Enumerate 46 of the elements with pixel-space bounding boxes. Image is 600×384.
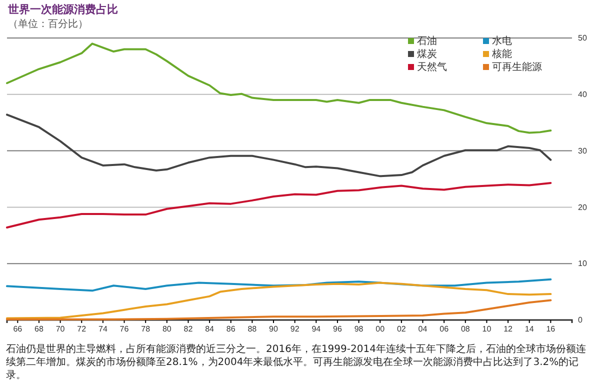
x-tick-label: 90 xyxy=(269,324,279,334)
line-series xyxy=(6,182,552,229)
x-tick-label: 66 xyxy=(13,324,23,334)
y-tick-label: 50 xyxy=(578,34,588,43)
line-series xyxy=(6,278,552,292)
text: 石油仍是世界的主导燃料，占所有能源消费的近三分之一。2016年，在1999-2014年连续十五年下降之后，石油的全球市场份额连续第二年增加。煤炭的市场份额降至28.1%，为2004年来最低水平。可再生能源发电在全球一次能源消费中占比达到了3.2%的记录。 xyxy=(6,343,587,382)
legend-label: 核能 xyxy=(491,48,512,60)
x-tick-label: 00 xyxy=(376,324,386,334)
y-tick-label: 0 xyxy=(578,316,583,325)
x-tick-label: 84 xyxy=(205,324,215,334)
x-tick-label: 68 xyxy=(34,324,44,334)
x-tick-label: 96 xyxy=(333,324,342,334)
chart-title: 世界一次能源消费占比 xyxy=(7,3,118,16)
x-tick-label: 14 xyxy=(524,324,534,334)
x-tick-label: 08 xyxy=(460,324,470,334)
x-tick-label: 86 xyxy=(226,324,236,334)
x-tick-label: 72 xyxy=(77,324,87,334)
legend-label: 石油 xyxy=(417,35,437,47)
legend-label: 煤炭 xyxy=(417,48,437,60)
x-tick-label: 92 xyxy=(290,324,300,334)
line-series xyxy=(6,282,552,320)
x-tick-label: 88 xyxy=(248,324,258,334)
legend-label: 水电 xyxy=(492,35,512,47)
x-tick-label: 98 xyxy=(354,324,364,334)
line-series xyxy=(6,114,552,178)
x-tick-label: 76 xyxy=(120,324,130,334)
x-tick-label: 80 xyxy=(162,324,172,334)
x-tick-label: 78 xyxy=(141,324,151,334)
x-tick-label: 06 xyxy=(440,324,450,334)
x-tick-label: 94 xyxy=(312,324,322,334)
x-tick-label: 04 xyxy=(418,324,428,334)
y-tick-label: 20 xyxy=(578,202,588,212)
x-tick-label: 02 xyxy=(396,324,406,334)
y-tick-label: 10 xyxy=(578,259,588,268)
x-tick-label: 82 xyxy=(184,324,194,334)
legend-label: 可再生能源 xyxy=(492,61,542,73)
y-tick-label: 30 xyxy=(578,146,588,156)
x-tick-label: 16 xyxy=(546,324,556,334)
line-series xyxy=(6,299,552,320)
legend-label: 天然气 xyxy=(417,61,447,73)
x-tick-label: 70 xyxy=(56,324,66,334)
x-tick-label: 74 xyxy=(98,324,108,334)
chart-subtitle: （单位：百分比） xyxy=(8,18,88,30)
x-tick-label: 10 xyxy=(482,324,492,334)
x-tick-label: 12 xyxy=(504,324,514,334)
y-tick-label: 40 xyxy=(578,90,588,99)
